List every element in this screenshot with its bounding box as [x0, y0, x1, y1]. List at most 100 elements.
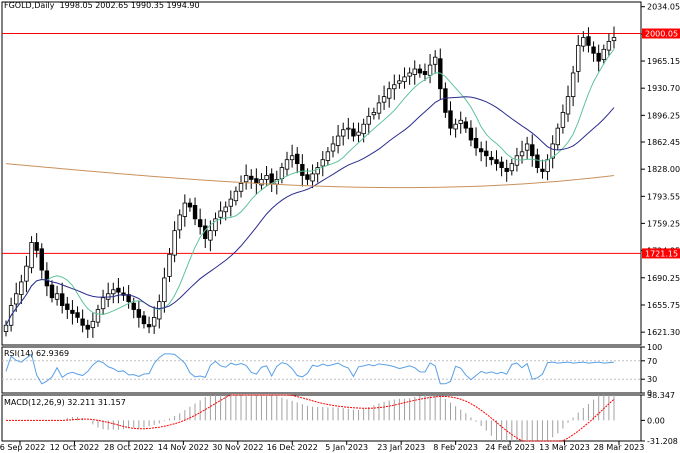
candle-body [371, 111, 377, 116]
macd-signal-line [6, 394, 615, 442]
price-tick-label: 1621.30 [647, 328, 680, 337]
price-tick-label: 1930.70 [647, 84, 680, 93]
candle-body [325, 151, 331, 161]
rsi-tick-label: 100 [647, 343, 662, 352]
ma-fast-line [5, 49, 615, 326]
candle-body [284, 159, 290, 170]
price-tick-label: 2034.05 [647, 3, 680, 12]
chart-title: FGOLD,Daily 1998.05 2002.65 1990.35 1994… [4, 1, 200, 10]
candle-body [453, 123, 458, 130]
rsi-label: RSI(14) 62.9369 [4, 349, 70, 358]
candle-body [146, 324, 152, 328]
candle-body [279, 167, 285, 180]
candle-body [346, 127, 351, 130]
candle-body [473, 138, 479, 149]
candle-body [458, 119, 463, 124]
candle-body [509, 163, 515, 172]
candle-body [157, 301, 162, 320]
candle-body [19, 281, 24, 295]
candle-body [269, 173, 274, 184]
candle-body [14, 293, 19, 305]
candle-body [238, 182, 244, 192]
candle-body [417, 68, 423, 74]
candle-body [29, 242, 34, 269]
candle-body [151, 317, 157, 327]
candle-body [192, 205, 198, 220]
candle-body [335, 135, 341, 146]
macd-label: MACD(12,26,9) 32.211 31.157 [4, 398, 126, 407]
price-tick-label: 1655.75 [647, 301, 680, 310]
candle-body [565, 96, 571, 115]
candle-body [535, 154, 540, 168]
candle-body [524, 143, 530, 151]
candle-body [484, 150, 489, 157]
macd-tick-label: 0.00 [647, 416, 665, 425]
candle-body [432, 56, 438, 65]
date-tick-label: 5 Jan 2023 [325, 443, 368, 452]
candle-body [330, 143, 336, 152]
candle-body [611, 37, 617, 42]
candle-body [596, 52, 601, 62]
candle-body [39, 248, 44, 271]
candle-body [197, 219, 203, 228]
candle-body [463, 121, 469, 129]
candle-body [60, 293, 65, 306]
price-tick-label: 1862.45 [647, 138, 680, 147]
candle-body [468, 127, 474, 141]
candle-body [121, 292, 126, 296]
candle-body [320, 159, 325, 167]
price-label-box [642, 248, 680, 259]
candle-body [381, 96, 387, 103]
candle-body [576, 44, 581, 72]
candle-body [397, 80, 402, 84]
candle-body [361, 123, 366, 135]
date-tick-label: 28 Oct 2022 [104, 443, 153, 452]
candle-body [24, 265, 29, 282]
candle-body [213, 218, 218, 232]
candle-body [601, 48, 606, 60]
rsi-line [5, 353, 615, 385]
price-tick-label: 1965.15 [647, 57, 680, 66]
date-tick-label: 8 Feb 2023 [433, 443, 478, 452]
price-tick-label: 1793.55 [647, 192, 680, 201]
candle-body [448, 110, 453, 129]
price-tick-label: 1690.25 [647, 274, 680, 283]
candle-body [300, 164, 305, 176]
candle-body [228, 198, 234, 207]
candle-body [90, 320, 96, 329]
rsi-tick-label: 0 [647, 389, 652, 398]
price-tick-label: 1828.00 [647, 165, 680, 174]
candle-body [427, 64, 433, 76]
price-tick-label: 1896.25 [647, 111, 680, 120]
candle-body [136, 309, 142, 318]
candle-body [351, 128, 356, 137]
candle-body [3, 324, 9, 332]
candle-body [116, 287, 121, 293]
price-label-text: 2000.05 [645, 30, 678, 39]
candle-body [100, 297, 106, 310]
candle-body [80, 318, 85, 326]
candle-body [407, 72, 412, 77]
candle-body [606, 41, 612, 51]
date-tick-label: 30 Nov 2022 [212, 443, 263, 452]
candle-body [289, 155, 295, 161]
candle-body [177, 214, 182, 231]
candle-body [131, 302, 136, 310]
candle-body [162, 277, 167, 303]
date-tick-label: 14 Nov 2022 [158, 443, 209, 452]
candle-body [233, 190, 239, 202]
candle-body [366, 115, 371, 125]
candle-body [182, 202, 188, 217]
macd-pane-border [1, 394, 642, 442]
candle-body [310, 173, 315, 182]
candle-body [412, 68, 417, 75]
candle-body [422, 70, 428, 75]
candle-body [259, 179, 264, 186]
candle-body [356, 131, 361, 136]
date-tick-label: 23 Jan 2023 [377, 443, 425, 452]
ma-slow-line [5, 163, 615, 189]
macd-tick-label: 38.347 [647, 391, 675, 400]
candle-body [187, 202, 193, 208]
candle-body [264, 175, 269, 180]
